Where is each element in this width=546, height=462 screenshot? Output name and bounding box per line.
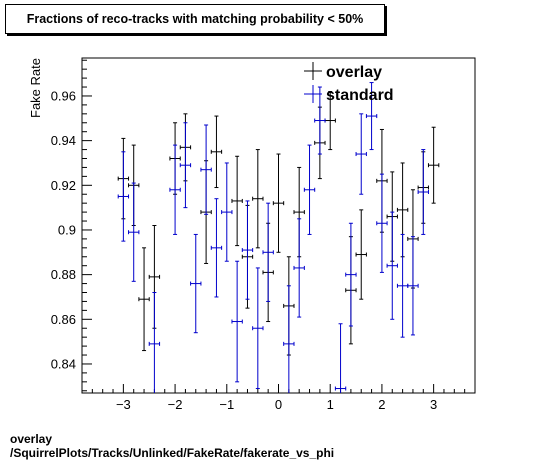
y-tick-label: 0.96 [51,88,76,103]
data-point [221,162,233,262]
data-point [365,82,378,151]
x-tick-label: 1 [327,397,334,412]
data-point [314,86,326,155]
footer-label: overlay [10,432,53,446]
data-point [407,236,419,336]
axis-ticks: −3 −2 −1 0 1 2 3 0.84 0.86 0.88 0.9 0.92 0.94 0.96 [51,59,476,412]
legend-entry-overlay: overlay [304,62,382,81]
y-tick-label: 0.94 [51,133,76,148]
legend-label: overlay [326,64,382,81]
data-point [231,155,243,247]
x-tick-label: −1 [219,397,234,412]
y-tick-label: 0.9 [58,222,76,237]
data-point [334,323,347,393]
legend-label: standard [326,87,394,104]
data-point [293,218,305,318]
y-tick-label: 0.84 [51,356,76,371]
data-point [427,126,440,204]
series-standard [117,82,429,393]
y-tick-label: 0.88 [51,267,76,282]
y-tick-label: 0.92 [51,178,76,193]
data-point [252,149,264,249]
data-point [355,209,367,300]
data-point [252,267,264,390]
data-point [200,124,212,215]
series-overlay [117,91,440,356]
x-tick-label: 0 [275,397,282,412]
data-point [262,202,274,302]
x-tick-label: −3 [116,397,131,412]
y-tick-label: 0.86 [51,312,76,327]
legend: overlay standard [304,62,394,104]
data-point [169,144,181,235]
footer: overlay /SquirrelPlots/Tracks/Unlinked/F… [10,432,334,460]
data-point [272,153,285,253]
data-point [210,115,223,189]
data-point [231,260,243,383]
data-points [117,82,440,393]
data-point [386,211,398,320]
chart-title: Fractions of reco-tracks with matching p… [5,4,385,34]
data-point [376,173,388,273]
footer-path: /SquirrelPlots/Tracks/Unlinked/FakeRate/… [10,446,335,460]
data-point [179,122,192,209]
data-point [396,233,409,338]
data-point [345,222,357,327]
legend-entry-standard: standard [304,85,394,104]
y-axis-label: Fake Rate [28,58,43,118]
data-point [210,198,223,298]
data-point [138,247,150,352]
data-point [190,233,202,334]
data-point [303,144,316,235]
data-point [148,292,161,393]
data-point [283,285,295,393]
data-point [128,182,140,282]
x-tick-label: 2 [378,397,385,412]
data-point [417,149,429,235]
data-point [241,200,254,300]
x-tick-label: 3 [430,397,437,412]
x-tick-label: −2 [168,397,183,412]
data-point [117,151,130,242]
data-point [355,113,367,195]
